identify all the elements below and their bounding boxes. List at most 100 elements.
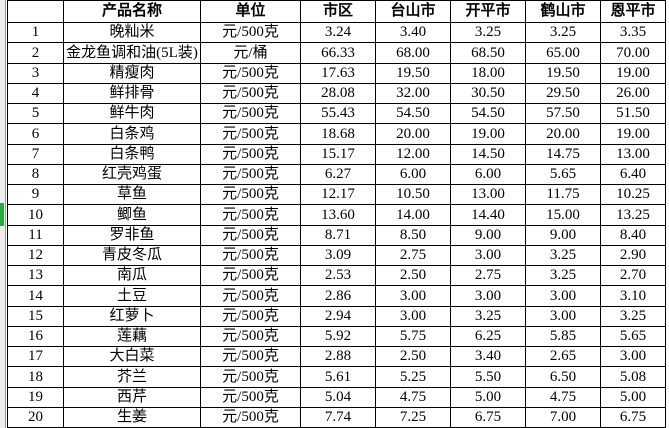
unit-cell[interactable]: 元/500克 (200, 406, 301, 428)
price-cell[interactable]: 6.40 (600, 163, 666, 186)
price-cell[interactable]: 6.50 (525, 366, 601, 388)
unit-cell[interactable]: 元/500克 (200, 21, 301, 44)
product-name-cell[interactable]: 晚籼米 (63, 21, 201, 44)
unit-cell[interactable]: 元/500克 (200, 62, 301, 84)
price-cell[interactable]: 14.50 (450, 143, 526, 165)
product-name-cell[interactable]: 红壳鸡蛋 (63, 163, 201, 186)
price-cell[interactable]: 66.33 (300, 42, 376, 64)
price-cell[interactable]: 2.75 (375, 244, 451, 267)
price-cell[interactable]: 18.68 (300, 123, 376, 145)
row-number-cell[interactable]: 1 (7, 21, 64, 44)
unit-cell[interactable]: 元/500克 (200, 305, 301, 327)
price-cell[interactable]: 9.00 (525, 224, 601, 246)
price-cell[interactable]: 3.25 (450, 305, 526, 327)
price-cell[interactable]: 5.50 (450, 366, 526, 388)
product-name-cell[interactable]: 青皮冬瓜 (63, 244, 201, 267)
row-number-cell[interactable]: 17 (7, 345, 64, 368)
price-cell[interactable]: 4.75 (375, 386, 451, 408)
price-cell[interactable]: 3.00 (600, 345, 666, 368)
row-number-cell[interactable]: 15 (7, 305, 64, 327)
product-name-cell[interactable]: 土豆 (63, 285, 201, 307)
row-number-cell[interactable]: 18 (7, 366, 64, 388)
row-number-cell[interactable]: 13 (7, 264, 64, 287)
product-name-cell[interactable]: 红萝卜 (63, 305, 201, 327)
price-cell[interactable]: 14.75 (525, 143, 601, 165)
price-cell[interactable]: 9.00 (450, 224, 526, 246)
price-cell[interactable]: 3.25 (525, 21, 601, 44)
unit-cell[interactable]: 元/500克 (200, 224, 301, 246)
row-number-cell[interactable]: 19 (7, 386, 64, 408)
product-name-cell[interactable]: 南瓜 (63, 264, 201, 287)
product-name-cell[interactable]: 鲜排骨 (63, 82, 201, 105)
price-cell[interactable]: 65.00 (525, 42, 601, 64)
price-cell[interactable]: 2.94 (300, 305, 376, 327)
row-number-cell[interactable]: 14 (7, 285, 64, 307)
product-name-cell[interactable]: 草鱼 (63, 183, 201, 206)
price-cell[interactable]: 3.00 (450, 244, 526, 267)
price-cell[interactable]: 3.40 (375, 21, 451, 44)
price-cell[interactable]: 29.50 (525, 82, 601, 105)
price-cell[interactable]: 19.00 (600, 123, 666, 145)
price-cell[interactable]: 2.75 (450, 264, 526, 287)
price-cell[interactable]: 20.00 (375, 123, 451, 145)
product-name-cell[interactable]: 莲藕 (63, 325, 201, 348)
price-cell[interactable]: 13.00 (600, 143, 666, 165)
unit-cell[interactable]: 元/500克 (200, 244, 301, 267)
price-cell[interactable]: 2.53 (300, 264, 376, 287)
price-cell[interactable]: 2.50 (375, 345, 451, 368)
price-cell[interactable]: 19.50 (525, 62, 601, 84)
row-number-cell[interactable]: 7 (7, 143, 64, 165)
unit-cell[interactable]: 元/500克 (200, 325, 301, 348)
unit-cell[interactable]: 元/500克 (200, 123, 301, 145)
price-cell[interactable]: 6.00 (375, 163, 451, 186)
price-cell[interactable]: 5.04 (300, 386, 376, 408)
column-header[interactable]: 单位 (200, 0, 301, 23)
price-cell[interactable]: 2.88 (300, 345, 376, 368)
unit-cell[interactable]: 元/500克 (200, 345, 301, 368)
unit-cell[interactable]: 元/500克 (200, 386, 301, 408)
price-cell[interactable]: 54.50 (375, 102, 451, 125)
price-cell[interactable]: 13.00 (450, 183, 526, 206)
product-name-cell[interactable]: 精瘦肉 (63, 62, 201, 84)
price-cell[interactable]: 6.75 (600, 406, 666, 428)
price-cell[interactable]: 10.50 (375, 183, 451, 206)
price-cell[interactable]: 5.65 (525, 163, 601, 186)
price-cell[interactable]: 13.60 (300, 204, 376, 226)
column-header[interactable]: 开平市 (450, 0, 526, 23)
unit-cell[interactable]: 元/500克 (200, 285, 301, 307)
price-cell[interactable]: 54.50 (450, 102, 526, 125)
price-cell[interactable]: 5.00 (600, 386, 666, 408)
unit-cell[interactable]: 元/500克 (200, 264, 301, 287)
price-cell[interactable]: 18.00 (450, 62, 526, 84)
row-number-cell[interactable]: 4 (7, 82, 64, 105)
column-header[interactable] (7, 0, 64, 23)
price-cell[interactable]: 8.50 (375, 224, 451, 246)
price-cell[interactable]: 6.75 (450, 406, 526, 428)
unit-cell[interactable]: 元/500克 (200, 143, 301, 165)
row-number-cell[interactable]: 3 (7, 62, 64, 84)
price-cell[interactable]: 68.50 (450, 42, 526, 64)
price-cell[interactable]: 8.40 (600, 224, 666, 246)
price-cell[interactable]: 3.25 (450, 21, 526, 44)
price-cell[interactable]: 3.24 (300, 21, 376, 44)
price-cell[interactable]: 3.00 (375, 305, 451, 327)
price-cell[interactable]: 14.00 (375, 204, 451, 226)
price-cell[interactable]: 3.25 (600, 305, 666, 327)
price-cell[interactable]: 20.00 (525, 123, 601, 145)
price-cell[interactable]: 57.50 (525, 102, 601, 125)
price-cell[interactable]: 6.00 (450, 163, 526, 186)
price-cell[interactable]: 3.10 (600, 285, 666, 307)
product-name-cell[interactable]: 白条鸡 (63, 123, 201, 145)
product-name-cell[interactable]: 大白菜 (63, 345, 201, 368)
price-cell[interactable]: 2.86 (300, 285, 376, 307)
price-cell[interactable]: 51.50 (600, 102, 666, 125)
price-cell[interactable]: 5.65 (600, 325, 666, 348)
price-cell[interactable]: 3.00 (525, 285, 601, 307)
product-name-cell[interactable]: 金龙鱼调和油(5L装) (63, 42, 201, 64)
price-cell[interactable]: 7.00 (525, 406, 601, 428)
price-cell[interactable]: 19.00 (600, 62, 666, 84)
unit-cell[interactable]: 元/500克 (200, 366, 301, 388)
price-cell[interactable]: 26.00 (600, 82, 666, 105)
price-cell[interactable]: 10.25 (600, 183, 666, 206)
price-cell[interactable]: 3.35 (600, 21, 666, 44)
